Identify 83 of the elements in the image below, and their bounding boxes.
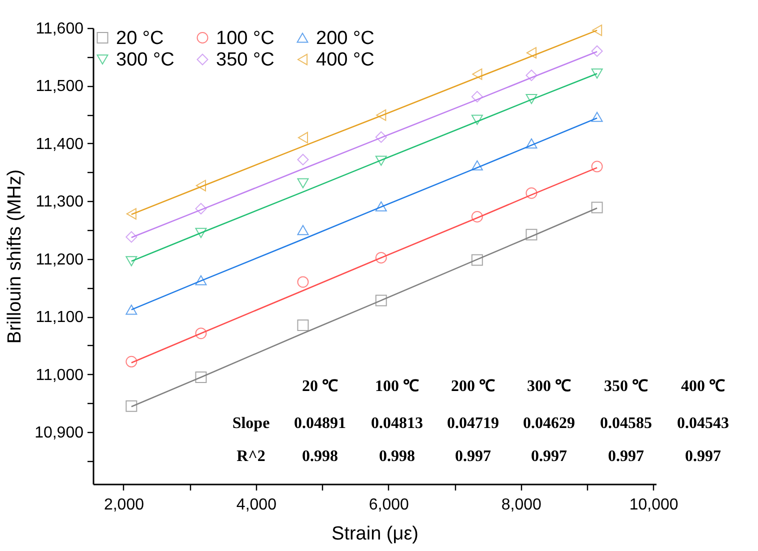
point (126, 231, 138, 243)
annotation: 0.998 (302, 448, 338, 465)
point (297, 224, 309, 236)
point (471, 160, 483, 170)
point (471, 114, 483, 125)
text: 0.04543 (677, 415, 729, 432)
annotation: 0.04719 (447, 415, 499, 432)
annotation: 0.04585 (600, 415, 652, 432)
legend-label: 350 °C (216, 50, 274, 70)
y-tick-label: 11,500 (36, 78, 84, 96)
point (471, 211, 483, 222)
point (126, 356, 138, 368)
point (375, 131, 387, 143)
y-tick-label: 11,200 (36, 251, 84, 268)
annotation: 200 ℃ (451, 378, 495, 395)
point (376, 109, 386, 121)
point (297, 276, 309, 288)
x-tick-label: 10,000 (629, 496, 678, 514)
x-axis-title: Strain (με) (332, 524, 418, 544)
point (526, 187, 538, 199)
legend-label: 400 °C (316, 50, 374, 70)
y-tick-label: 11,300 (36, 194, 84, 211)
point (375, 252, 387, 264)
point (126, 400, 138, 412)
point (526, 94, 538, 104)
annotation: 0.04891 (294, 415, 346, 432)
point (591, 68, 603, 79)
point (591, 202, 603, 214)
legend-label: 300 °C (116, 50, 174, 70)
x-tick-label: 2,000 (104, 496, 144, 514)
point (195, 275, 207, 286)
annotation: 0.997 (531, 448, 567, 465)
annotation: 0.997 (608, 448, 644, 465)
point (297, 154, 309, 166)
x-tick-label: 8,000 (501, 496, 542, 514)
annotation: 100 ℃ (375, 378, 419, 395)
point (472, 68, 482, 80)
point (375, 156, 387, 166)
x-tick-label: 4,000 (236, 496, 277, 514)
y-tick-label: 11,100 (36, 309, 84, 326)
point (375, 294, 387, 306)
point (375, 201, 387, 212)
y-tick-label: 10,900 (34, 424, 84, 442)
annotation: 0.04813 (371, 415, 423, 432)
point (526, 70, 538, 82)
annotation: R^2 (236, 448, 266, 465)
point (526, 47, 537, 59)
point (195, 228, 207, 238)
point (126, 208, 136, 220)
text: 0.997 (685, 448, 721, 465)
annotation: 350 ℃ (604, 378, 648, 395)
legend-label: 20 °C (116, 28, 164, 49)
point (592, 24, 602, 36)
point (297, 320, 309, 332)
y-tick-label: 11,000 (36, 366, 84, 384)
x-tick-label: 6,000 (368, 496, 410, 514)
annotation: 300 ℃ (527, 378, 571, 395)
point (526, 138, 538, 148)
legend-label: 200 °C (316, 28, 374, 49)
point (195, 328, 207, 340)
text: 400 ℃ (681, 378, 725, 395)
point (196, 180, 206, 192)
point (591, 112, 603, 122)
annotation: 0.998 (379, 448, 415, 465)
point (591, 160, 603, 172)
annotation: Slope (232, 415, 270, 432)
point (471, 254, 483, 266)
point (471, 90, 483, 102)
legend-label: 100 °C (216, 28, 274, 49)
annotation: 0.04629 (523, 415, 575, 432)
point (298, 132, 308, 144)
point (591, 45, 603, 57)
point (126, 256, 138, 266)
y-tick-label: 11,600 (36, 20, 84, 38)
annotation: 0.997 (455, 448, 491, 465)
point (526, 228, 538, 240)
y-tick-label: 11,400 (36, 136, 84, 153)
point (297, 178, 309, 188)
point (195, 202, 207, 214)
annotation: 20 ℃ (302, 378, 338, 395)
point (195, 371, 207, 383)
point (126, 304, 138, 315)
y-axis-title: Brillouin shifts (MHz) (4, 169, 26, 344)
